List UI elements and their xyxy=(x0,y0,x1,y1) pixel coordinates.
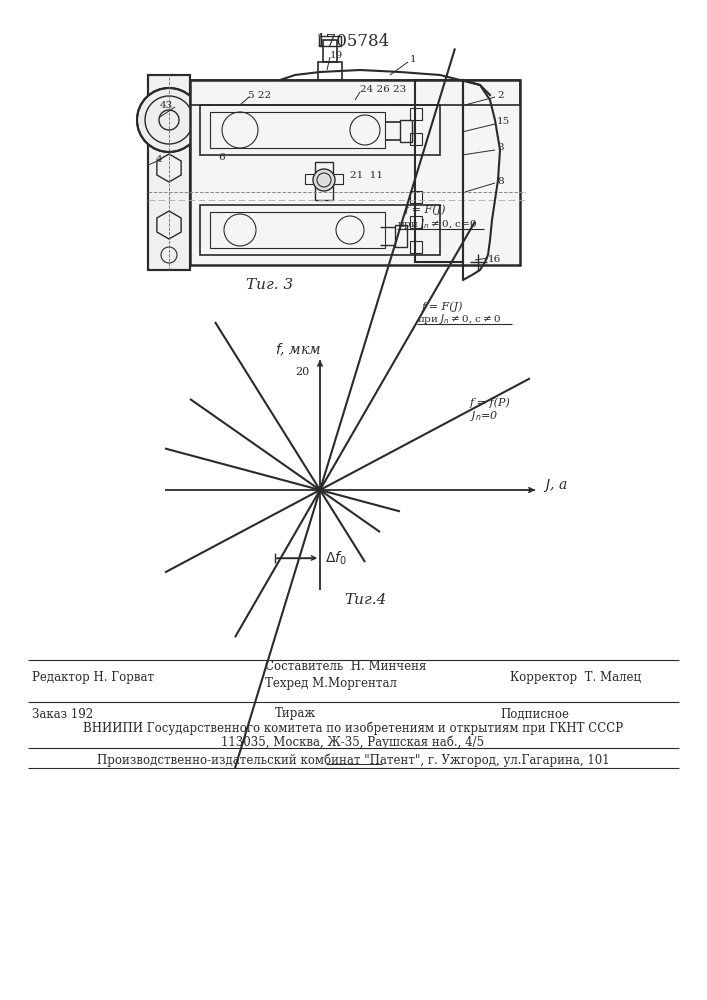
Bar xyxy=(410,133,422,145)
Text: 113035, Москва, Ж-35, Раушская наб., 4/5: 113035, Москва, Ж-35, Раушская наб., 4/5 xyxy=(221,735,484,749)
Text: f = F(J): f = F(J) xyxy=(405,205,447,215)
Bar xyxy=(190,80,520,265)
Bar xyxy=(323,40,337,62)
Text: Редактор Н. Горват: Редактор Н. Горват xyxy=(32,672,154,684)
Text: $\mathit{J}$, a: $\mathit{J}$, a xyxy=(543,477,568,493)
Text: при $J_n$$\neq$0, c$\neq$0: при $J_n$$\neq$0, c$\neq$0 xyxy=(417,312,501,326)
Text: при $J_n$$\neq$0, c=0: при $J_n$$\neq$0, c=0 xyxy=(397,217,477,231)
Text: Производственно-издательский комбинат "Патент", г. Ужгород, ул.Гагарина, 101: Производственно-издательский комбинат "П… xyxy=(97,753,609,767)
Text: Корректор  Т. Малец: Корректор Т. Малец xyxy=(510,672,641,684)
Text: 3: 3 xyxy=(497,143,503,152)
Bar xyxy=(395,225,407,247)
Bar xyxy=(410,191,422,203)
Text: 20: 20 xyxy=(296,367,310,377)
Bar xyxy=(210,112,385,148)
Bar xyxy=(200,105,440,155)
Text: 1705784: 1705784 xyxy=(316,33,390,50)
Text: 19: 19 xyxy=(330,50,344,60)
Bar xyxy=(400,120,412,142)
Text: 24 26 23: 24 26 23 xyxy=(360,86,407,95)
Bar xyxy=(305,174,343,184)
Text: Τиг. 3: Τиг. 3 xyxy=(246,278,293,292)
Text: Тираж: Тираж xyxy=(274,708,315,720)
Text: 8: 8 xyxy=(497,178,503,186)
Text: 2: 2 xyxy=(497,91,503,100)
Bar xyxy=(410,108,422,120)
Bar xyxy=(190,80,520,105)
Text: ВНИИПИ Государственного комитета по изобретениям и открытиям при ГКНТ СССР: ВНИИПИ Государственного комитета по изоб… xyxy=(83,721,623,735)
Text: 21  11: 21 11 xyxy=(350,170,383,180)
Text: $\Delta f_0$: $\Delta f_0$ xyxy=(325,549,347,567)
Bar xyxy=(210,212,385,248)
Bar xyxy=(318,62,342,80)
Text: 43: 43 xyxy=(160,101,173,109)
Bar xyxy=(319,36,341,46)
Text: 16: 16 xyxy=(488,255,501,264)
Text: 6: 6 xyxy=(218,153,225,162)
Text: 4: 4 xyxy=(156,155,162,164)
Text: 15: 15 xyxy=(497,117,510,126)
Text: 1: 1 xyxy=(410,55,416,64)
Bar xyxy=(410,216,422,228)
Bar xyxy=(200,205,440,255)
Bar xyxy=(148,75,190,270)
Bar xyxy=(415,80,463,262)
Text: Τиг.4: Τиг.4 xyxy=(344,593,386,607)
Circle shape xyxy=(137,88,201,152)
Text: f = F(J): f = F(J) xyxy=(422,302,464,312)
Text: Составитель  Н. Минченя: Составитель Н. Минченя xyxy=(265,660,426,672)
Text: Подписное: Подписное xyxy=(500,708,569,720)
Text: 5 22: 5 22 xyxy=(248,91,271,100)
Text: Техред М.Моргентал: Техред М.Моргентал xyxy=(265,678,397,690)
Text: $J_n$=0: $J_n$=0 xyxy=(470,409,498,423)
Text: Заказ 192: Заказ 192 xyxy=(32,708,93,720)
Text: f = f(P): f = f(P) xyxy=(470,398,511,408)
Circle shape xyxy=(313,169,335,191)
Text: $f$, мкм: $f$, мкм xyxy=(275,342,321,358)
Bar xyxy=(315,162,333,200)
Bar xyxy=(148,75,190,270)
Bar xyxy=(410,241,422,253)
